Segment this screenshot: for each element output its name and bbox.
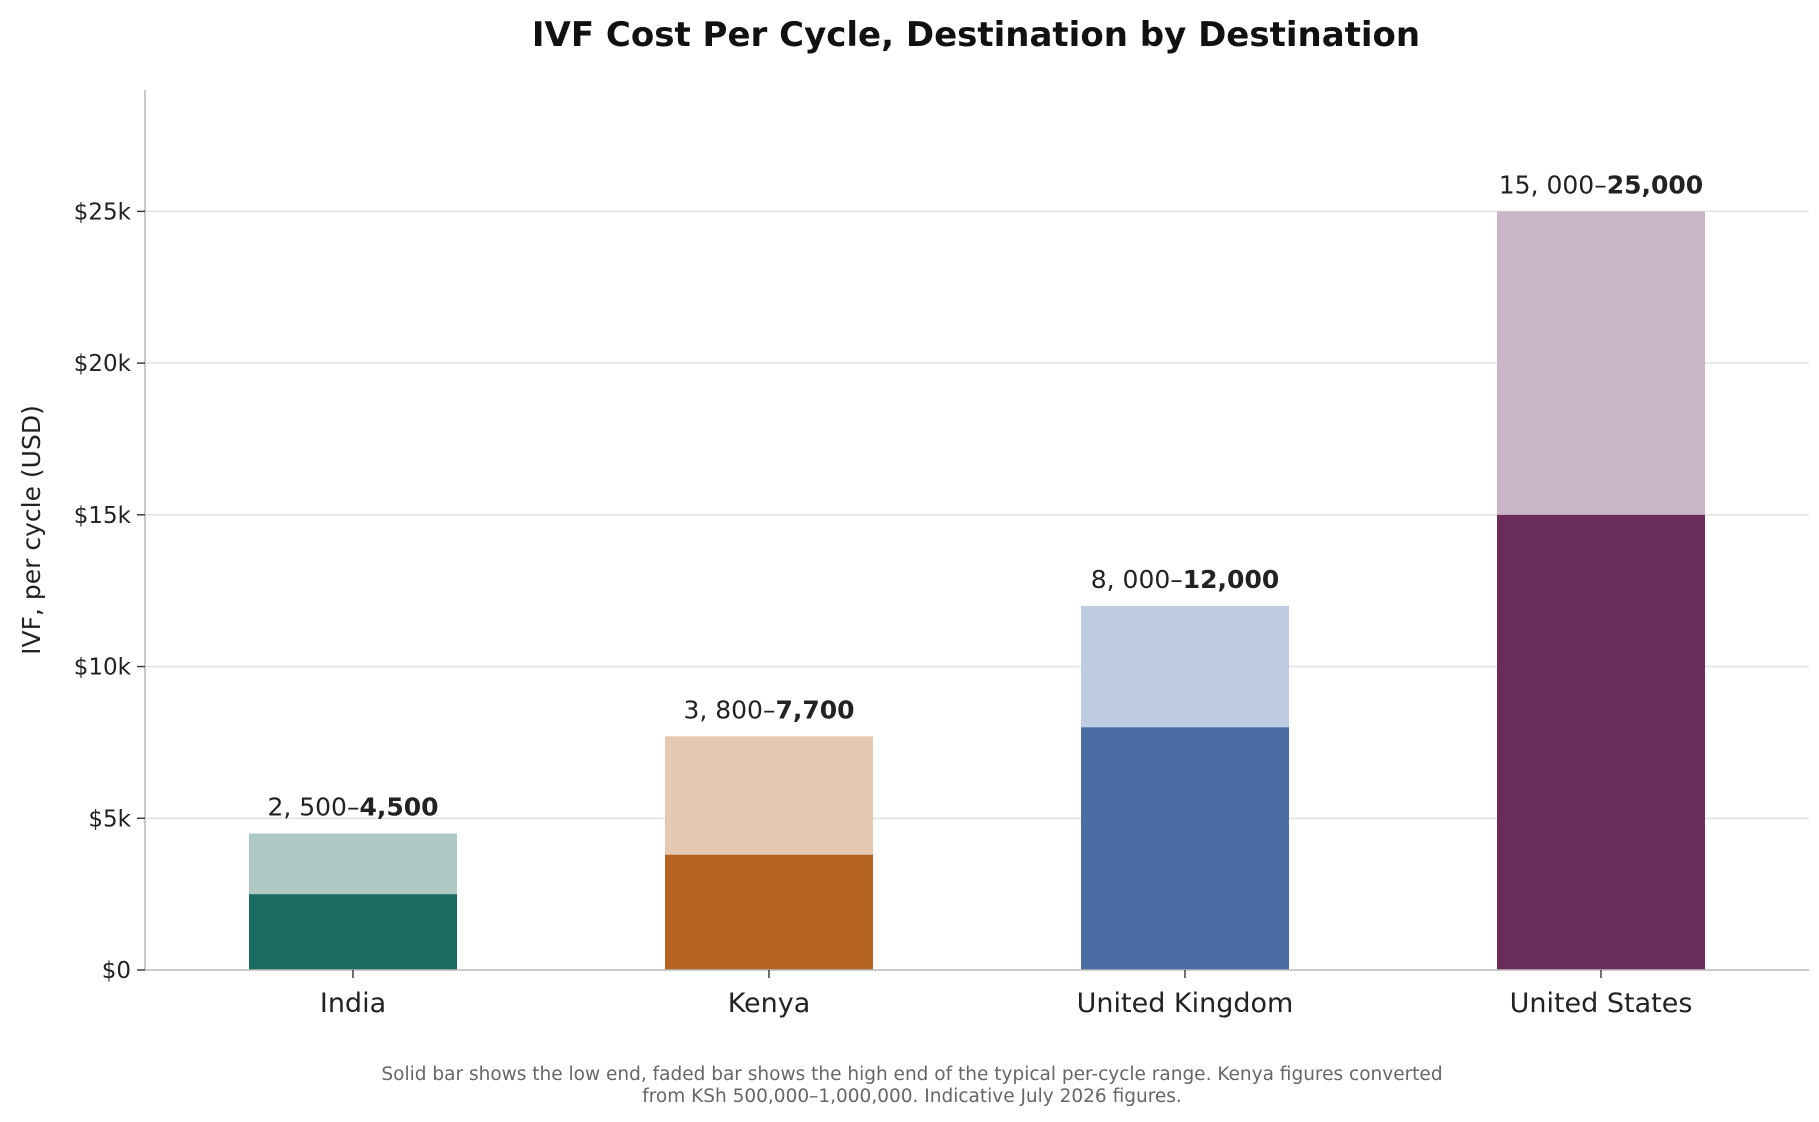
chart-title: IVF Cost Per Cycle, Destination by Desti… — [532, 15, 1420, 55]
y-axis-label: IVF, per cycle (USD) — [17, 405, 46, 655]
data-labels: 2, 500–4,500 3, 800–7,700 8, 000–12,000 15,… — [267, 170, 1703, 821]
x-ticks: India Kenya United Kingdom United States — [320, 970, 1693, 1019]
data-label: 8, 000–12,000 — [1091, 565, 1280, 594]
axes — [144, 90, 1809, 971]
footnote-line-2: from KSh 500,000–1,000,000. Indicative J… — [642, 1086, 1182, 1107]
x-tick-label: India — [320, 988, 386, 1019]
data-label-high: 25,000 — [1607, 170, 1703, 199]
bar-high-end — [249, 833, 457, 895]
data-label-low: 8, 000– — [1091, 565, 1183, 594]
bar-high-end — [1081, 605, 1289, 728]
bar-low-end — [1497, 514, 1705, 970]
data-label: 2, 500–4,500 — [267, 792, 438, 821]
bar-low-end — [1081, 727, 1289, 970]
footnote-line-1: Solid bar shows the low end, faded bar s… — [381, 1064, 1442, 1085]
y-tick-label: $10k — [74, 655, 132, 681]
x-tick-label: United States — [1510, 988, 1693, 1019]
x-tick-label: United Kingdom — [1077, 988, 1294, 1019]
data-label-high: 12,000 — [1183, 565, 1279, 594]
data-label-high: 7,700 — [775, 695, 854, 724]
bar-low-end — [249, 894, 457, 970]
data-label-low: 15, 000– — [1499, 170, 1607, 199]
y-tick-label: $15k — [74, 503, 132, 529]
bar-high-end — [665, 736, 873, 855]
data-label-low: 3, 800– — [683, 695, 775, 724]
bar-low-end — [665, 854, 873, 970]
y-tick-label: $0 — [102, 958, 131, 984]
y-tick-label: $25k — [74, 199, 132, 225]
x-tick-label: Kenya — [728, 988, 811, 1019]
data-label-low: 2, 500– — [267, 792, 359, 821]
y-tick-label: $20k — [74, 351, 132, 377]
y-ticks: $0 $5k $10k $15k $20k $25k — [74, 199, 145, 984]
data-label-high: 4,500 — [359, 792, 438, 821]
y-tick-label: $5k — [88, 806, 131, 832]
data-label: 3, 800–7,700 — [683, 695, 854, 724]
bars — [249, 211, 1705, 970]
bar-high-end — [1497, 211, 1705, 515]
data-label: 15, 000–25,000 — [1499, 170, 1703, 199]
